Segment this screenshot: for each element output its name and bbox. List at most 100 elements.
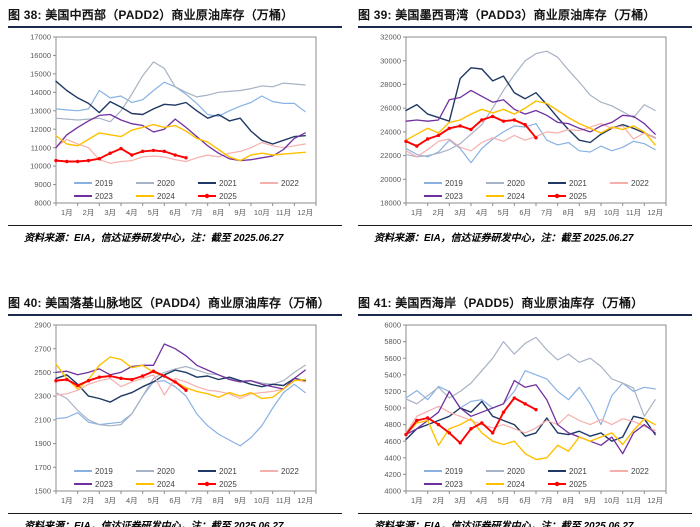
series-2025-marker bbox=[436, 133, 441, 138]
x-tick-label: 8月 bbox=[213, 208, 225, 217]
figure-title-padd5: 图 41: 美国西海岸（PADD5）商业原油库存（万桶） bbox=[358, 296, 644, 310]
y-tick-label: 8000 bbox=[34, 199, 51, 208]
y-tick-label: 2100 bbox=[34, 415, 51, 424]
series-2025-marker bbox=[97, 157, 102, 161]
x-tick-label: 9月 bbox=[584, 496, 596, 505]
source-note-padd2: 资料来源：EIA，信达证券研发中心，注：截至 2025.06.27 bbox=[8, 225, 342, 244]
figure-panel-padd4: 图 40: 美国落基山脉地区（PADD4）商业原油库存（万桶） 1500 1700… bbox=[0, 288, 350, 527]
y-tick-label: 18000 bbox=[380, 199, 401, 208]
series-2023-line bbox=[55, 113, 306, 162]
x-tick-label: 10月 bbox=[254, 208, 270, 217]
x-tick-label: 12月 bbox=[647, 208, 663, 217]
legend-label-2020: 2020 bbox=[507, 467, 525, 476]
figure-title-padd3: 图 39: 美国墨西哥湾（PADD3）商业原油库存（万桶） bbox=[358, 8, 656, 22]
x-tick-label: 3月 bbox=[454, 208, 466, 217]
y-tick-label: 1900 bbox=[34, 439, 51, 448]
source-note-padd3: 资料来源：EIA，信达证券研发中心，注：截至 2025.06.27 bbox=[358, 225, 692, 244]
y-tick-label: 28000 bbox=[380, 80, 401, 89]
series-2024-line bbox=[405, 100, 656, 146]
x-tick-label: 7月 bbox=[191, 208, 203, 217]
x-tick-label: 7月 bbox=[191, 496, 203, 505]
series-2021-line bbox=[55, 80, 306, 145]
series-2025-marker bbox=[415, 144, 419, 148]
series-2025-marker bbox=[469, 427, 473, 431]
legend-label-2019: 2019 bbox=[445, 179, 463, 188]
line-chart-padd5: 4000 4200 4400 4600 4800 5000 5200 5400 5600 5800… bbox=[384, 321, 667, 505]
legend-label-2021: 2021 bbox=[219, 467, 237, 476]
x-tick-label: 4月 bbox=[126, 496, 138, 505]
y-tick-label: 12000 bbox=[30, 125, 51, 134]
series-2025-marker bbox=[151, 148, 156, 153]
legend-label-2022: 2022 bbox=[631, 179, 649, 188]
series-2025-marker bbox=[86, 158, 91, 163]
legend-marker-2025 bbox=[554, 193, 560, 199]
series-2025-marker bbox=[184, 156, 188, 160]
legend-label-2019: 2019 bbox=[95, 179, 113, 188]
legend-label-2023: 2023 bbox=[95, 192, 113, 201]
x-tick-label: 3月 bbox=[454, 496, 466, 505]
series-2024-line bbox=[405, 418, 656, 461]
x-tick-label: 10月 bbox=[604, 496, 620, 505]
y-tick-label: 2900 bbox=[34, 321, 51, 330]
series-2025-marker bbox=[534, 136, 538, 140]
legend-label-2020: 2020 bbox=[507, 179, 525, 188]
x-tick-label: 11月 bbox=[626, 208, 641, 217]
series-2025-marker bbox=[425, 137, 430, 141]
series-2025-line bbox=[55, 147, 187, 163]
x-tick-label: 4月 bbox=[476, 496, 488, 505]
series-2019-line bbox=[55, 380, 306, 447]
x-tick-label: 6月 bbox=[169, 496, 181, 505]
series-2020-line bbox=[55, 364, 306, 427]
series-2025-marker bbox=[130, 377, 134, 382]
series-2025-marker bbox=[140, 374, 145, 378]
series-2025-marker bbox=[415, 418, 419, 423]
x-tick-label: 3月 bbox=[104, 496, 116, 505]
series-2025-marker bbox=[86, 379, 91, 383]
series-2025-marker bbox=[75, 383, 80, 388]
x-tick-label: 12月 bbox=[297, 496, 313, 505]
x-tick-label: 10月 bbox=[254, 496, 270, 505]
y-tick-label: 5200 bbox=[384, 387, 401, 396]
y-tick-label: 26000 bbox=[380, 104, 401, 113]
y-tick-label: 22000 bbox=[380, 151, 401, 160]
x-tick-label: 4月 bbox=[126, 208, 138, 217]
series-2024-line bbox=[55, 356, 306, 400]
legend-label-2020: 2020 bbox=[157, 179, 175, 188]
series-2025-marker bbox=[512, 118, 517, 122]
figure-title-padd2: 图 38: 美国中西部（PADD2）商业原油库存（万桶） bbox=[8, 8, 294, 22]
line-chart-padd3: 18000 20000 22000 24000 26000 28000 30000 32000… bbox=[380, 33, 667, 217]
series-2022-line bbox=[405, 405, 656, 434]
series-2023-line bbox=[405, 379, 656, 455]
x-tick-label: 1月 bbox=[411, 208, 423, 217]
series-2025-marker bbox=[523, 123, 527, 127]
series-2025-marker bbox=[458, 124, 462, 128]
series-2025-marker bbox=[490, 431, 495, 435]
series-2025-marker bbox=[173, 153, 177, 157]
x-tick-label: 12月 bbox=[297, 208, 313, 217]
legend-label-2019: 2019 bbox=[95, 467, 113, 476]
series-2025-marker bbox=[490, 114, 495, 119]
series-2025-marker bbox=[512, 396, 517, 400]
series-2020-line bbox=[405, 50, 656, 158]
y-tick-label: 9000 bbox=[34, 180, 51, 189]
series-2023-line bbox=[55, 343, 306, 390]
x-tick-label: 6月 bbox=[169, 208, 181, 217]
line-chart-padd2: 8000 9000 10000 11000 12000 13000 14000 15000 16… bbox=[30, 33, 317, 217]
y-tick-label: 2300 bbox=[34, 392, 51, 401]
legend-marker-2025 bbox=[204, 481, 210, 487]
x-tick-label: 2月 bbox=[433, 496, 445, 505]
x-tick-label: 1月 bbox=[61, 496, 73, 505]
x-tick-label: 7月 bbox=[541, 496, 553, 505]
series-2023-line bbox=[405, 89, 656, 135]
y-tick-label: 2500 bbox=[34, 368, 51, 377]
x-tick-label: 8月 bbox=[563, 496, 575, 505]
series-2024-line bbox=[55, 123, 306, 162]
x-tick-label: 12月 bbox=[647, 496, 663, 505]
series-2019-line bbox=[405, 122, 656, 164]
y-tick-label: 32000 bbox=[380, 33, 401, 42]
series-2025-marker bbox=[162, 374, 167, 378]
legend-label-2025: 2025 bbox=[219, 480, 237, 489]
legend-label-2025: 2025 bbox=[569, 192, 587, 201]
